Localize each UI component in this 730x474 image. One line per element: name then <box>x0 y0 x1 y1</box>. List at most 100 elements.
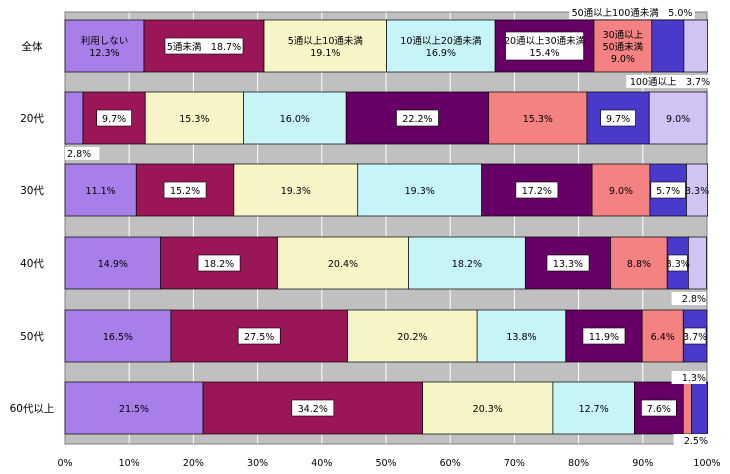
svg-text:27.5%: 27.5% <box>244 332 274 343</box>
svg-text:20通以上30通未満: 20通以上30通未満 <box>504 35 586 47</box>
segment-label: 9.0% <box>666 114 690 125</box>
x-tick-label: 90% <box>632 458 653 469</box>
svg-text:2.5%: 2.5% <box>684 436 708 447</box>
bar-segment <box>683 19 708 73</box>
svg-text:15.3%: 15.3% <box>523 114 553 125</box>
segment-label: 3.3% <box>685 186 709 197</box>
segment-label: 6.4% <box>651 332 675 343</box>
segment-label: 13.3% <box>546 254 590 272</box>
svg-text:21.5%: 21.5% <box>119 404 149 415</box>
svg-text:2.8%: 2.8% <box>682 294 706 305</box>
segment-label: 15.2% <box>163 181 207 199</box>
svg-text:16.5%: 16.5% <box>103 332 133 343</box>
bar-segment <box>386 19 496 73</box>
category-label: 40代 <box>20 258 44 270</box>
bar-segment <box>64 19 145 73</box>
svg-text:13.8%: 13.8% <box>506 332 536 343</box>
category-label: 20代 <box>20 113 44 125</box>
svg-text:16.0%: 16.0% <box>280 114 310 125</box>
bars <box>64 19 708 435</box>
svg-text:20.4%: 20.4% <box>328 259 358 270</box>
segment-label: 11.1% <box>86 186 116 197</box>
svg-text:19.3%: 19.3% <box>281 186 311 197</box>
svg-text:11.9%: 11.9% <box>589 332 619 343</box>
x-tick-label: 20% <box>183 458 204 469</box>
callout-label: 2.8% <box>671 292 706 305</box>
x-axis-ticks: 0% 10% 20% 30% 40% 50% 60% 70% 80% 90% 100% <box>57 458 720 469</box>
callout-label: 2.8% <box>65 147 100 160</box>
svg-text:22.2%: 22.2% <box>402 114 432 125</box>
callout-label: 2.5% <box>673 434 708 447</box>
segment-label: 8.8% <box>627 259 651 270</box>
segment-label: 19.3% <box>281 186 311 197</box>
svg-text:3.7%: 3.7% <box>683 332 707 343</box>
segment-label: 5.7% <box>650 181 686 199</box>
segment-label: 15.3% <box>523 114 553 125</box>
svg-text:2.8%: 2.8% <box>67 149 91 160</box>
svg-text:11.1%: 11.1% <box>86 186 116 197</box>
bar-segment <box>688 236 707 290</box>
bar-segment <box>408 236 526 290</box>
svg-text:19.1%: 19.1% <box>310 48 340 59</box>
svg-text:9.7%: 9.7% <box>102 114 126 125</box>
svg-text:20.2%: 20.2% <box>397 332 427 343</box>
bar-segment <box>651 19 685 73</box>
segment-label: 3.3% <box>666 254 690 272</box>
segment-label: 9.0% <box>609 186 633 197</box>
x-tick-label: 0% <box>57 458 72 469</box>
segment-label: 18.2% <box>197 254 241 272</box>
segment-label: 5通未満 18.7% <box>164 37 244 55</box>
bar-segment <box>357 163 483 217</box>
x-tick-label: 10% <box>119 458 140 469</box>
bar-segment <box>682 381 692 435</box>
bar-segment <box>64 91 84 145</box>
svg-text:14.9%: 14.9% <box>98 259 128 270</box>
svg-text:5.7%: 5.7% <box>656 186 680 197</box>
svg-text:3.3%: 3.3% <box>666 259 690 270</box>
svg-text:18.2%: 18.2% <box>452 259 482 270</box>
svg-text:15.4%: 15.4% <box>529 48 559 59</box>
svg-text:18.2%: 18.2% <box>204 259 234 270</box>
svg-text:1.3%: 1.3% <box>682 373 706 384</box>
svg-text:5通未満 18.7%: 5通未満 18.7% <box>167 41 241 53</box>
segment-label: 16.5% <box>103 332 133 343</box>
svg-text:19.3%: 19.3% <box>405 186 435 197</box>
segment-label: 12.7% <box>579 404 609 415</box>
bar-segment <box>476 309 567 363</box>
category-label: 50代 <box>20 331 44 343</box>
x-tick-label: 80% <box>568 458 589 469</box>
bar-segment <box>243 91 347 145</box>
segment-label: 22.2% <box>396 109 439 127</box>
grid <box>64 11 708 445</box>
svg-text:50通以上100通未満 5.0%: 50通以上100通未満 5.0% <box>572 7 693 19</box>
svg-text:8.8%: 8.8% <box>627 259 651 270</box>
svg-text:3.3%: 3.3% <box>685 186 709 197</box>
segment-label: 13.8% <box>506 332 536 343</box>
bar-segment <box>691 381 708 435</box>
svg-text:50通未満: 50通未満 <box>603 41 644 53</box>
bar-segment <box>686 163 708 217</box>
x-tick-label: 30% <box>247 458 268 469</box>
bar-segment <box>552 381 635 435</box>
x-tick-label: 60% <box>440 458 461 469</box>
svg-text:20.3%: 20.3% <box>473 404 503 415</box>
svg-text:9.0%: 9.0% <box>609 186 633 197</box>
svg-text:9.0%: 9.0% <box>611 54 635 65</box>
segment-label: 27.5% <box>237 327 281 345</box>
segment-label: 20.2% <box>397 332 427 343</box>
callout-label: 1.3% <box>671 371 706 384</box>
svg-text:利用しない: 利用しない <box>81 35 129 47</box>
bar-segment <box>422 381 554 435</box>
plot-border <box>64 11 708 445</box>
bar-segment <box>488 91 588 145</box>
segment-label: 21.5% <box>119 404 149 415</box>
segment-label: 9.7% <box>96 109 132 127</box>
svg-text:9.0%: 9.0% <box>666 114 690 125</box>
segment-label: 20.4% <box>328 259 358 270</box>
x-tick-label: 70% <box>504 458 525 469</box>
